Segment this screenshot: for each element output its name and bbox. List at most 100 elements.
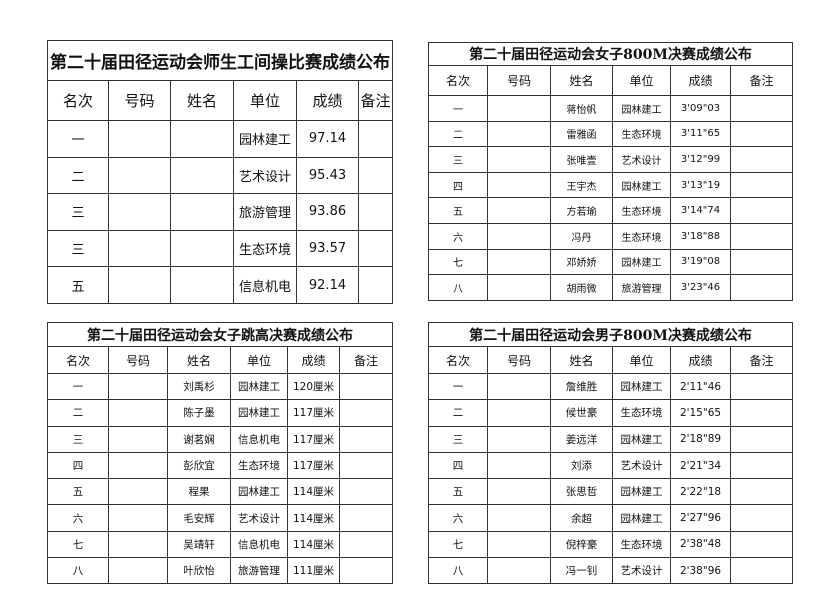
column-header: 单位	[612, 346, 671, 374]
rank-cell: 八	[428, 557, 488, 585]
empty-cell	[357, 156, 394, 195]
data-row: 七 邓娇娇 园林建工 3'19"08	[428, 248, 794, 276]
unit-cell: 信息机电	[230, 425, 288, 453]
score-cell: 97.14	[296, 120, 359, 158]
score-cell: 117厘米	[287, 451, 340, 480]
data-row: 五 张思哲 园林建工 2'22"18	[428, 478, 794, 506]
data-row: 四 彭欣宜 生态环境 117厘米	[47, 451, 393, 480]
column-header: 成绩	[287, 346, 340, 374]
name-cell: 雷雅函	[550, 120, 613, 148]
name-cell	[170, 156, 234, 195]
column-header: 号码	[487, 65, 551, 96]
data-row: 六 毛安辉 艺术设计 114厘米	[47, 504, 393, 532]
column-header: 号码	[108, 346, 168, 374]
empty-cell	[729, 451, 794, 480]
empty-cell	[487, 95, 551, 122]
data-row: 三 姜远洋 园林建工 2'18"89	[428, 425, 794, 453]
rank-cell: 八	[47, 557, 109, 585]
score-cell: 2'27"96	[670, 504, 731, 532]
name-cell: 胡雨微	[550, 274, 613, 301]
title-row: 第二十届田径运动会师生工间操比赛成绩公布	[46, 40, 394, 81]
rank-cell: 三	[47, 229, 109, 268]
rank-cell: 三	[47, 425, 109, 453]
empty-cell	[339, 425, 393, 453]
unit-cell: 艺术设计	[233, 156, 297, 195]
unit-cell: 旅游管理	[230, 557, 288, 585]
column-header: 成绩	[670, 65, 731, 96]
rank-cell: 五	[428, 478, 488, 506]
empty-cell	[487, 146, 551, 173]
empty-cell	[487, 171, 551, 199]
empty-cell	[108, 504, 168, 532]
empty-cell	[357, 266, 394, 304]
empty-cell	[357, 193, 394, 231]
empty-cell	[487, 120, 551, 148]
rank-cell: 二	[47, 399, 109, 427]
name-cell: 叶欣怡	[167, 557, 231, 585]
unit-cell: 旅游管理	[612, 274, 671, 301]
unit-cell: 生态环境	[612, 120, 671, 148]
unit-cell: 信息机电	[230, 530, 288, 559]
unit-cell: 园林建工	[612, 248, 671, 276]
rank-cell: 二	[47, 156, 109, 195]
score-cell: 2'21"34	[670, 451, 731, 480]
name-cell: 候世豪	[550, 399, 613, 427]
score-cell: 117厘米	[287, 425, 340, 453]
column-header: 名次	[428, 346, 488, 374]
empty-cell	[339, 478, 393, 506]
rank-cell: 七	[428, 248, 488, 276]
score-cell: 111厘米	[287, 557, 340, 585]
rank-cell: 二	[428, 120, 488, 148]
name-cell: 冯一钊	[550, 557, 613, 585]
name-cell	[170, 229, 234, 268]
empty-cell	[339, 530, 393, 559]
data-row: 三 谢茗娴 信息机电 117厘米	[47, 425, 393, 453]
column-header: 备注	[339, 346, 393, 374]
data-row: 二 艺术设计 95.43	[47, 156, 394, 195]
empty-cell	[487, 197, 551, 224]
table-title: 第二十届田径运动会男子800M决赛成绩公布	[427, 322, 794, 347]
results-table: 第二十届田径运动会男子800M决赛成绩公布 名次 号码 姓名 单位 成绩 备注一 詹维胜 园林建…	[427, 322, 794, 585]
unit-cell: 艺术设计	[612, 557, 671, 585]
data-row: 六 冯丹 生态环境 3'18"88	[428, 222, 794, 250]
data-row: 三 张唯壹 艺术设计 3'12"99	[428, 146, 794, 173]
name-cell: 余超	[550, 504, 613, 532]
data-row: 四 刘添 艺术设计 2'21"34	[428, 451, 794, 480]
name-cell: 陈子墨	[167, 399, 231, 427]
unit-cell: 园林建工	[230, 372, 288, 401]
title-row: 第二十届田径运动会女子800M决赛成绩公布	[427, 42, 794, 66]
name-cell	[170, 120, 234, 158]
data-row: 七 倪梓豪 生态环境 2'38"48	[428, 530, 794, 559]
rank-cell: 五	[428, 197, 488, 224]
score-cell: 93.86	[296, 193, 359, 231]
empty-cell	[729, 274, 794, 301]
column-header: 名次	[47, 80, 109, 121]
empty-cell	[729, 530, 794, 559]
name-cell: 王宇杰	[550, 171, 613, 199]
empty-cell	[108, 478, 168, 506]
table-title: 第二十届田径运动会女子跳高决赛成绩公布	[47, 322, 393, 347]
empty-cell	[729, 425, 794, 453]
rank-cell: 三	[428, 146, 488, 173]
unit-cell: 园林建工	[612, 425, 671, 453]
empty-cell	[108, 530, 168, 559]
rank-cell: 八	[428, 274, 488, 301]
rank-cell: 七	[47, 530, 109, 559]
rank-cell: 三	[428, 425, 488, 453]
name-cell: 邓娇娇	[550, 248, 613, 276]
data-row: 四 王宇杰 园林建工 3'13"19	[428, 171, 794, 199]
empty-cell	[487, 451, 551, 480]
unit-cell: 信息机电	[233, 266, 297, 304]
empty-cell	[729, 146, 794, 173]
data-row: 二 陈子墨 园林建工 117厘米	[47, 399, 393, 427]
unit-cell: 园林建工	[612, 95, 671, 122]
score-cell: 3'19"08	[670, 248, 731, 276]
empty-cell	[487, 222, 551, 250]
name-cell: 张思哲	[550, 478, 613, 506]
name-cell: 方若瑜	[550, 197, 613, 224]
unit-cell: 生态环境	[233, 229, 297, 268]
empty-cell	[729, 399, 794, 427]
empty-cell	[357, 120, 394, 158]
unit-cell: 生态环境	[612, 399, 671, 427]
score-cell: 2'22"18	[670, 478, 731, 506]
